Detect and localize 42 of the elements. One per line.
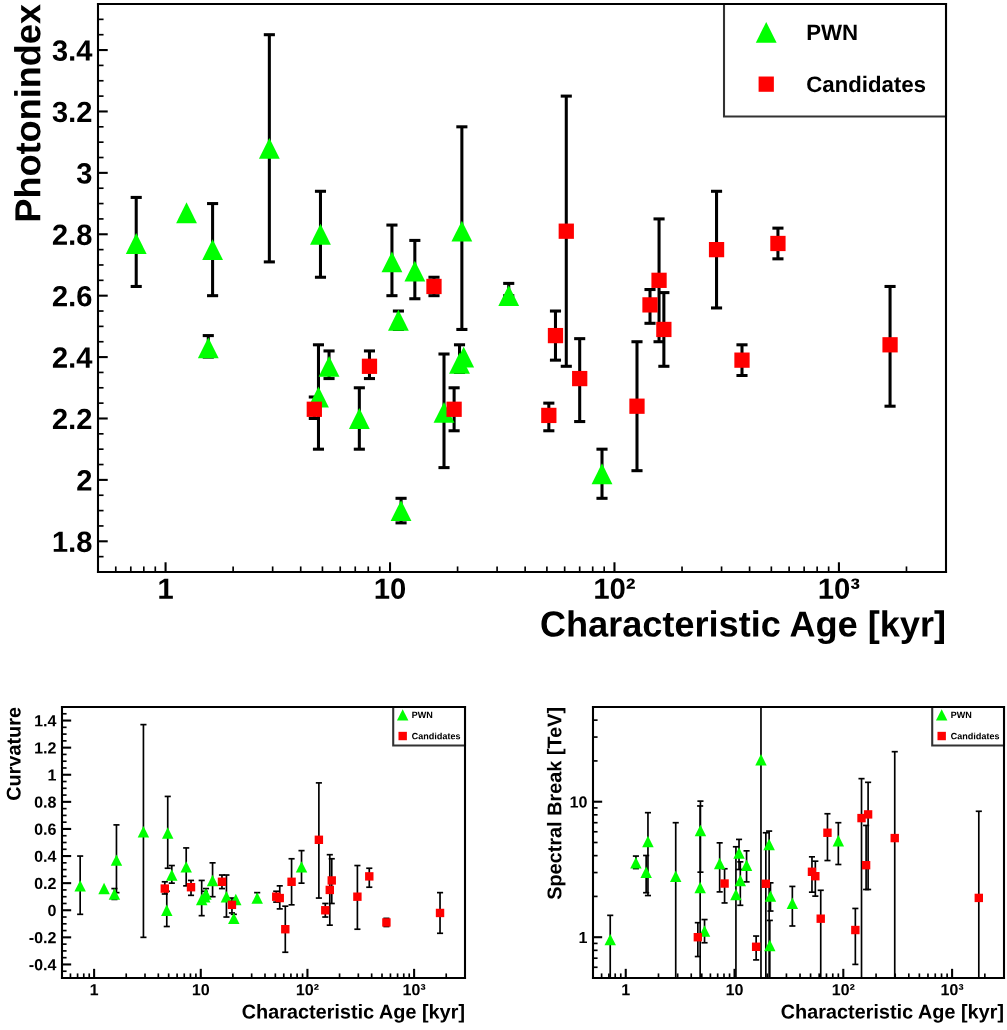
y-tick-label: 0.4 — [34, 850, 57, 863]
y-tick-label: 1.2 — [35, 742, 56, 754]
x-tick-label: 10 — [375, 578, 406, 599]
legend-label: Candidates — [951, 732, 1000, 740]
y-tick-label: 0.6 — [34, 823, 56, 835]
x-axis-title: Characteristic Age [kyr] — [242, 1004, 464, 1023]
y-tick-label: 0 — [48, 904, 56, 917]
x-tick-label: 10³ — [403, 983, 426, 996]
y-axis-title: Curvature — [6, 707, 21, 800]
y-tick-label: 1.8 — [53, 531, 92, 553]
y-tick-label: 1 — [48, 769, 56, 781]
x-tick-label: 10 — [726, 983, 743, 996]
y-tick-label: 2 — [77, 470, 92, 491]
x-tick-label: 1 — [159, 578, 173, 599]
x-tick-label: 1 — [622, 984, 630, 996]
y-tick-label: 3 — [76, 163, 92, 184]
x-tick-label: 10² — [296, 983, 319, 996]
y-tick-label: 3.4 — [52, 40, 93, 61]
x-tick-label: 10² — [595, 578, 635, 599]
x-axis-title: Characteristic Age [kyr] — [541, 610, 944, 645]
y-axis-title: Spectral Break [TeV] — [546, 708, 566, 900]
x-axis-title: Characteristic Age [kyr] — [781, 1004, 1003, 1023]
y-tick-label: -0.4 — [29, 959, 57, 971]
y-tick-label: 1.4 — [35, 715, 57, 727]
y-axis-title: Photonindex — [14, 4, 41, 221]
y-tick-label: 0.2 — [34, 877, 56, 890]
y-tick-label: -0.2 — [29, 931, 56, 944]
x-tick-label: 10 — [192, 983, 210, 996]
y-tick-label: 2.2 — [52, 408, 92, 430]
legend-label: PWN — [951, 711, 972, 719]
x-tick-label: 10² — [832, 983, 855, 996]
legend-label: PWN — [807, 24, 857, 41]
legend-label: Candidates — [412, 732, 461, 740]
legend-label: Candidates — [807, 75, 926, 93]
y-tick-label: 3.2 — [52, 101, 92, 123]
x-tick-label: 10³ — [819, 578, 860, 599]
y-tick-label: 2.8 — [52, 224, 92, 246]
x-tick-label: 10³ — [941, 983, 964, 996]
y-tick-label: 2.6 — [52, 285, 92, 307]
y-tick-label: 0.8 — [34, 796, 56, 808]
legend-label: PWN — [412, 711, 433, 719]
y-tick-label: 2.4 — [52, 347, 93, 368]
